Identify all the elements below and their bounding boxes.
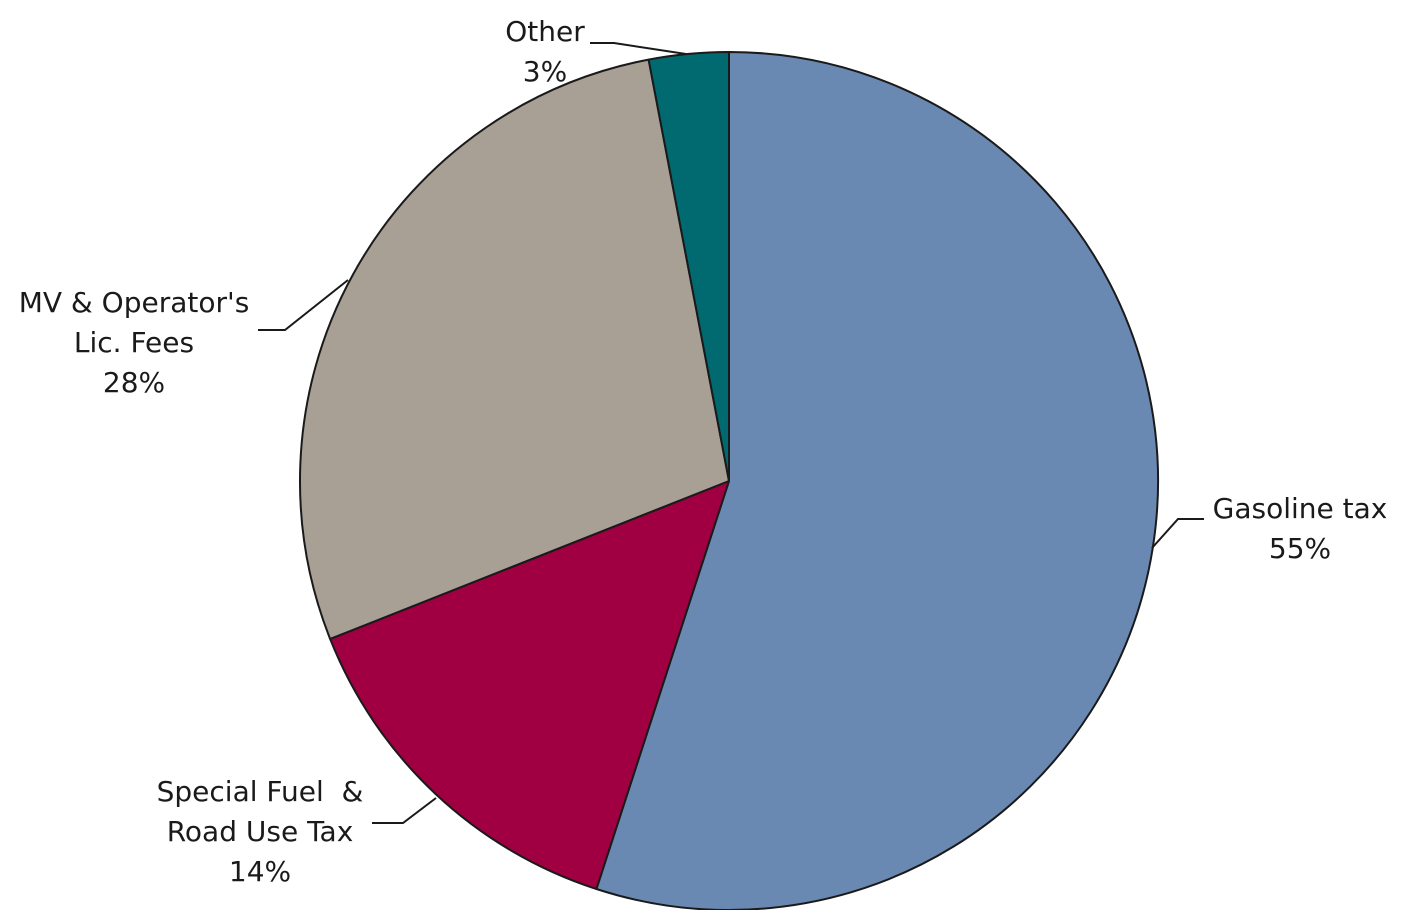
pie-slice <box>647 51 730 482</box>
slice-value-label: 28% <box>103 366 165 399</box>
slice-value-label: 3% <box>523 55 567 88</box>
leader-line <box>1151 518 1204 549</box>
pie-slice <box>329 480 730 890</box>
pie-slices <box>299 51 1160 910</box>
slice-label: Gasoline tax <box>1213 492 1388 525</box>
slice-label: Special Fuel & <box>157 775 364 808</box>
slice-label: Road Use Tax <box>167 815 354 848</box>
slice-label: Lic. Fees <box>74 326 194 359</box>
leader-lines <box>258 42 1204 824</box>
slice-label: MV & Operator's <box>19 286 250 319</box>
pie-slice <box>299 58 730 640</box>
leader-line <box>372 797 437 824</box>
slice-value-label: 14% <box>229 855 291 888</box>
slice-value-label: 55% <box>1269 532 1331 565</box>
leader-line <box>590 42 687 55</box>
slice-labels: Gasoline tax 55% Special Fuel & Road Use Ta… <box>19 15 1388 888</box>
slice-label: Other <box>505 15 585 48</box>
leader-line <box>258 279 349 331</box>
